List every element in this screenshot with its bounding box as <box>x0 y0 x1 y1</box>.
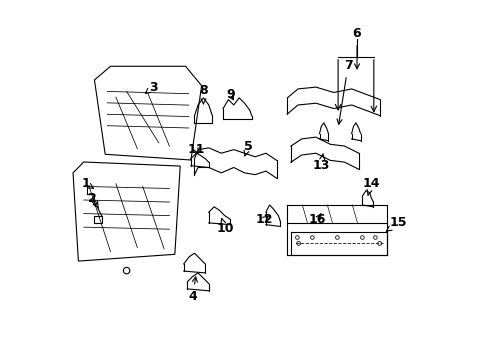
Text: 1: 1 <box>81 177 93 190</box>
Text: 6: 6 <box>352 27 361 69</box>
Text: 15: 15 <box>386 216 406 231</box>
Text: 14: 14 <box>362 177 379 195</box>
Text: 3: 3 <box>145 81 158 94</box>
Text: 12: 12 <box>255 213 272 226</box>
Text: 7: 7 <box>336 59 352 124</box>
Text: 8: 8 <box>199 84 207 104</box>
Text: 10: 10 <box>216 219 233 235</box>
Text: 16: 16 <box>308 213 326 226</box>
Text: 4: 4 <box>188 277 197 303</box>
Text: 13: 13 <box>312 154 329 172</box>
Text: 11: 11 <box>187 143 204 156</box>
Text: 2: 2 <box>88 192 98 208</box>
Text: 9: 9 <box>225 88 234 101</box>
Text: 5: 5 <box>243 140 252 156</box>
